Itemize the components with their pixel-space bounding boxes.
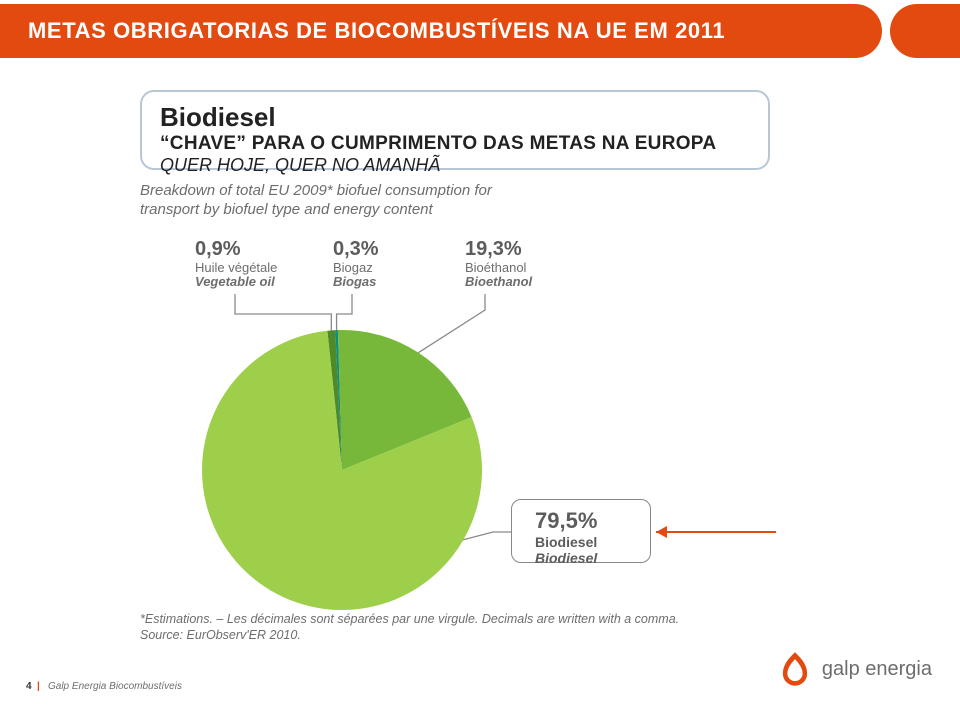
page-title: METAS OBRIGATORIAS DE BIOCOMBUSTÍVEIS NA… (28, 18, 725, 44)
label-vegetable-oil: 0,9% Huile végétale Vegetable oil (195, 238, 277, 290)
header: METAS OBRIGATORIAS DE BIOCOMBUSTÍVEIS NA… (0, 4, 960, 58)
fr-bioethanol: Bioéthanol (465, 261, 532, 275)
en-biogas: Biogas (333, 275, 379, 289)
brand-text-2: energia (860, 658, 932, 680)
pie-svg (202, 330, 482, 610)
pie-container (202, 330, 482, 610)
pct-biogas: 0,3% (333, 238, 379, 261)
page-number: 4 (26, 681, 32, 692)
pie-slices (202, 330, 482, 610)
en-biodiesel: Biodiesel (535, 550, 685, 566)
en-bioethanol: Bioethanol (465, 275, 532, 289)
galp-flame-icon (776, 650, 814, 688)
biodiesel-callout: Biodiesel “CHAVE” PARA O CUMPRIMENTO DAS… (140, 90, 770, 170)
header-stub (890, 4, 960, 58)
pct-bioethanol: 19,3% (465, 238, 532, 261)
page-separator: | (37, 681, 40, 692)
fr-vegetable-oil: Huile végétale (195, 261, 277, 275)
galp-logo: galp energia (776, 650, 932, 688)
pct-vegetable-oil: 0,9% (195, 238, 277, 261)
label-bioethanol: 19,3% Bioéthanol Bioethanol (465, 238, 532, 290)
pie-chart-area: Breakdown of total EU 2009* biofuel cons… (140, 182, 780, 642)
slide-root: METAS OBRIGATORIAS DE BIOCOMBUSTÍVEIS NA… (0, 0, 960, 706)
pct-biodiesel: 79,5% (535, 508, 685, 534)
en-vegetable-oil: Vegetable oil (195, 275, 277, 289)
callout-line1: Biodiesel (160, 102, 750, 133)
chart-subtitle: Breakdown of total EU 2009* biofuel cons… (140, 182, 500, 220)
brand-text: galp energia (822, 658, 932, 681)
fr-biodiesel: Biodiesel (535, 534, 685, 550)
label-biodiesel: 79,5% Biodiesel Biodiesel (535, 508, 685, 566)
fr-biogas: Biogaz (333, 261, 379, 275)
chart-footnote: *Estimations. – Les décimales sont sépar… (140, 612, 710, 643)
brand-text-1: galp (822, 658, 860, 680)
chart-top-labels: 0,9% Huile végétale Vegetable oil 0,3% B… (195, 238, 615, 318)
callout-line3: QUER HOJE, QUER NO AMANHÃ (160, 155, 750, 176)
label-biogas: 0,3% Biogaz Biogas (333, 238, 379, 290)
page-footer-text: Galp Energia Biocombustíveis (48, 681, 182, 692)
callout-line2: “CHAVE” PARA O CUMPRIMENTO DAS METAS NA … (160, 133, 750, 155)
